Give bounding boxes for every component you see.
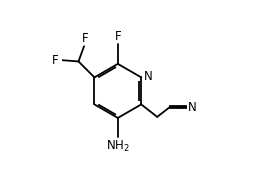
Text: F: F bbox=[52, 54, 59, 67]
Text: F: F bbox=[115, 30, 121, 43]
Text: NH$_2$: NH$_2$ bbox=[106, 139, 130, 154]
Text: N: N bbox=[188, 101, 197, 114]
Text: F: F bbox=[81, 31, 88, 44]
Text: N: N bbox=[144, 70, 153, 83]
